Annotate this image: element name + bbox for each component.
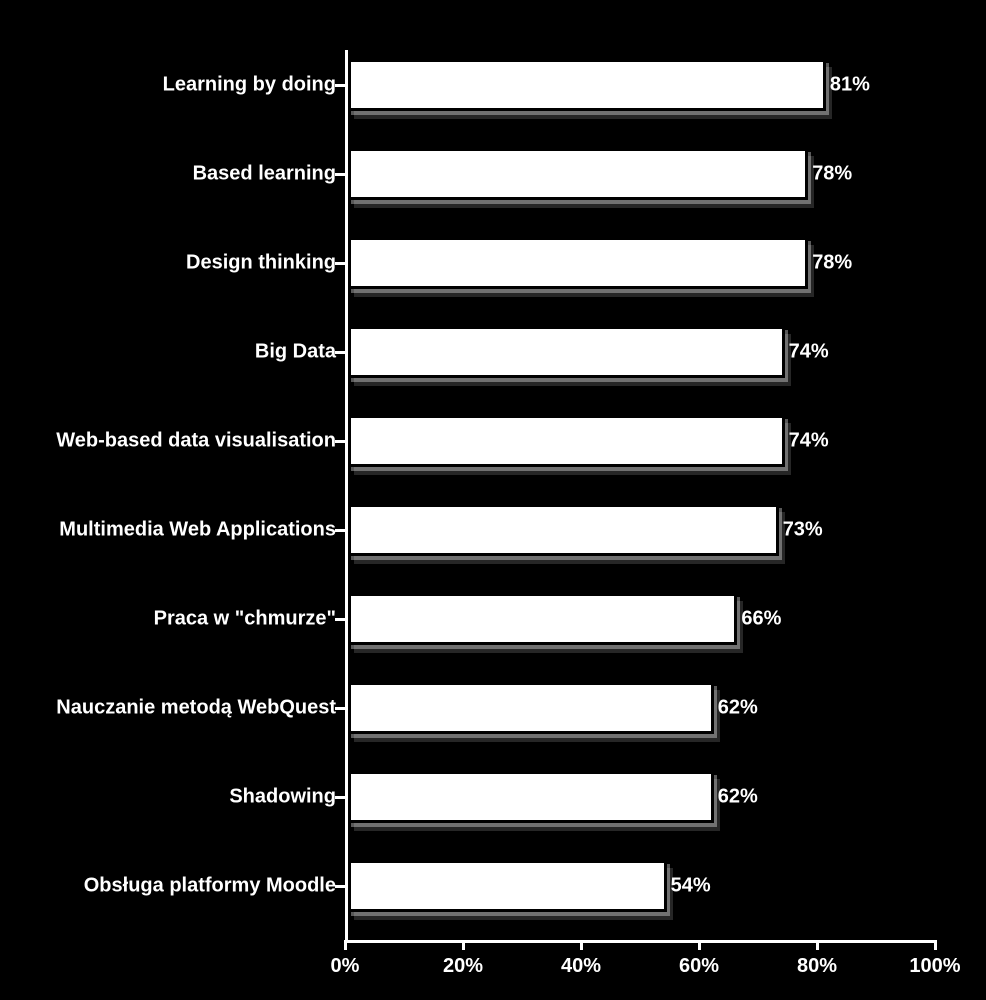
bar: [348, 415, 785, 467]
bar-row: Learning by doing 81%: [0, 59, 986, 111]
bar-category-label: Learning by doing: [6, 73, 336, 96]
x-tick-label: 80%: [797, 955, 837, 978]
bar-row: Praca w "chmurze" 66%: [0, 593, 986, 645]
bar: [348, 504, 779, 556]
bar: [348, 59, 826, 111]
bar-row: Obsługa platformy Moodle 54%: [0, 860, 986, 912]
bar: [348, 237, 808, 289]
bar-row: Nauczanie metodą WebQuest 62%: [0, 682, 986, 734]
bar-row: Big Data 74%: [0, 326, 986, 378]
bar-value-label: 66%: [741, 607, 781, 630]
bar: [348, 771, 714, 823]
bar: [348, 682, 714, 734]
bar-category-label: Multimedia Web Applications: [6, 518, 336, 541]
bar-value-label: 62%: [718, 785, 758, 808]
horizontal-bar-chart: 0% 20% 40% 60% 80% 100% Learning by doing 81% Ba…: [0, 20, 986, 980]
bar-category-label: Web-based data visualisation: [6, 429, 336, 452]
bar: [348, 326, 785, 378]
bar-category-label: Based learning: [6, 162, 336, 185]
bar: [348, 593, 737, 645]
bar-category-label: Praca w "chmurze": [6, 607, 336, 630]
bar-row: Based learning 78%: [0, 148, 986, 200]
x-tick-label: 100%: [909, 955, 960, 978]
bar-category-label: Obsługa platformy Moodle: [6, 874, 336, 897]
bar-value-label: 73%: [783, 518, 823, 541]
x-tick-label: 40%: [561, 955, 601, 978]
bar-category-label: Shadowing: [6, 785, 336, 808]
bar-value-label: 74%: [789, 429, 829, 452]
bar-row: Web-based data visualisation 74%: [0, 415, 986, 467]
x-tick-label: 60%: [679, 955, 719, 978]
bar: [348, 860, 667, 912]
x-tick-label: 20%: [443, 955, 483, 978]
bar-row: Shadowing 62%: [0, 771, 986, 823]
bar: [348, 148, 808, 200]
x-tick-label: 0%: [331, 955, 360, 978]
x-axis: [345, 940, 935, 943]
bar-category-label: Big Data: [6, 340, 336, 363]
bar-row: Design thinking 78%: [0, 237, 986, 289]
bar-value-label: 74%: [789, 340, 829, 363]
bar-category-label: Design thinking: [6, 251, 336, 274]
bar-row: Multimedia Web Applications 73%: [0, 504, 986, 556]
bar-value-label: 54%: [671, 874, 711, 897]
bar-value-label: 78%: [812, 251, 852, 274]
bar-category-label: Nauczanie metodą WebQuest: [6, 696, 336, 719]
bar-value-label: 62%: [718, 696, 758, 719]
bar-value-label: 81%: [830, 73, 870, 96]
bar-value-label: 78%: [812, 162, 852, 185]
